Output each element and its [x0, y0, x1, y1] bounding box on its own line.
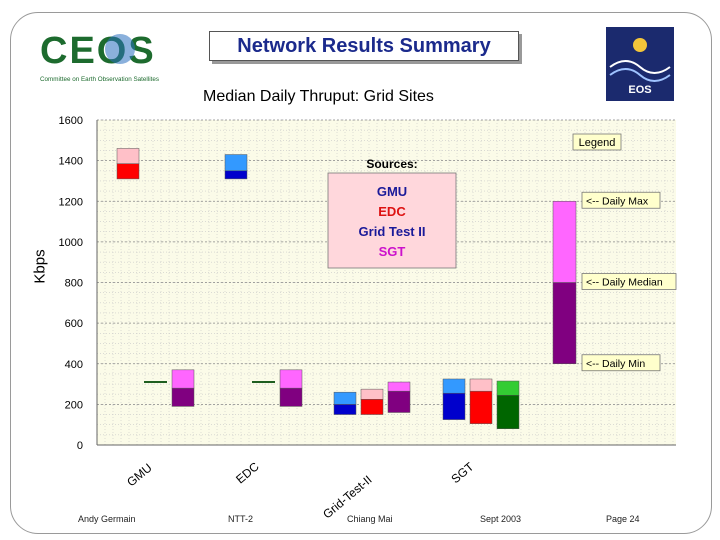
footer-date: Sept 2003	[480, 514, 522, 524]
bar-grid-test-ii-sgt-low	[387, 390, 411, 413]
legend-label: <-- Daily Min	[586, 358, 645, 370]
sources-item: Grid Test II	[359, 224, 426, 239]
legend-label: <-- Daily Max	[586, 195, 649, 207]
legend-bar-high	[552, 201, 577, 283]
sources-box	[327, 172, 457, 269]
bar-edc-gmu-low	[224, 170, 248, 180]
y-tick-label: 200	[65, 399, 83, 411]
chart-subtitle: Median Daily Thruput: Grid Sites	[203, 88, 434, 105]
x-tick-label: GMU	[124, 461, 154, 490]
slide-title: Network Results Summary	[209, 31, 519, 61]
footer-location: Chiang Mai	[347, 514, 393, 524]
bar-grid-test-ii-gmu-low	[333, 404, 357, 415]
bar-sgt-gmu-low	[442, 392, 466, 420]
legend-bar-low	[552, 282, 577, 364]
bar-grid-test-ii-edc-low	[360, 399, 384, 415]
x-tick-label: SGT	[448, 459, 476, 486]
bar-grid-test-ii-sgt-high	[387, 381, 411, 392]
y-tick-label: 400	[65, 359, 83, 371]
sun-icon	[633, 38, 647, 52]
bar-grid-test-ii-gmu-high	[333, 391, 357, 405]
legend-label-box	[581, 273, 677, 290]
y-tick-label: 1000	[59, 237, 83, 249]
y-tick-label: 1600	[59, 115, 83, 127]
footer-author: Andy Germain	[78, 514, 136, 524]
bar-grid-test-ii-edc-high	[360, 388, 384, 400]
bar-edc-gmu-high	[224, 154, 248, 172]
ceos-tagline: Committee on Earth Observation Satellite…	[40, 76, 159, 83]
legend-label: <-- Daily Median	[586, 277, 663, 289]
ceos-logo: CEOS Committee on Earth Observation Sate…	[40, 30, 159, 83]
y-tick-label: 1200	[59, 196, 83, 208]
legend-label-box	[581, 191, 661, 209]
bar-gmu-edc-high	[116, 148, 140, 164]
bar-sgt-edc-high	[469, 378, 493, 392]
bar-gmu-edc-low	[116, 163, 140, 180]
y-tick-label: 1400	[59, 156, 83, 168]
sources-title: Sources:	[366, 157, 417, 171]
sources-item: SGT	[379, 244, 406, 259]
sources-item: GMU	[377, 184, 407, 199]
eos-logo-text: EOS	[628, 84, 651, 96]
footer-page: Page 24	[606, 514, 640, 524]
bar-edc-sgt-high	[279, 369, 303, 389]
legend-label-box	[581, 354, 661, 372]
bar-edc-sgt-low	[279, 387, 303, 407]
y-tick-label: 600	[65, 318, 83, 330]
y-tick-label: 0	[77, 440, 83, 452]
eos-logo: EOS	[606, 27, 674, 101]
legend-title: Legend	[579, 137, 616, 149]
globe-icon	[105, 34, 135, 64]
bar-sgt-gmu-high	[442, 378, 466, 394]
y-tick-label: 800	[65, 278, 83, 290]
legend-title-box	[572, 133, 622, 151]
bar-sgt-grid-test-ii-high	[496, 380, 520, 396]
footer-meeting: NTT-2	[228, 514, 254, 524]
bar-gmu-sgt-high	[171, 369, 195, 389]
x-tick-label: EDC	[233, 459, 262, 486]
sources-item: EDC	[378, 204, 406, 219]
bar-gmu-sgt-low	[171, 387, 195, 407]
bar-sgt-grid-test-ii-low	[496, 394, 520, 429]
bar-sgt-edc-low	[469, 390, 493, 424]
